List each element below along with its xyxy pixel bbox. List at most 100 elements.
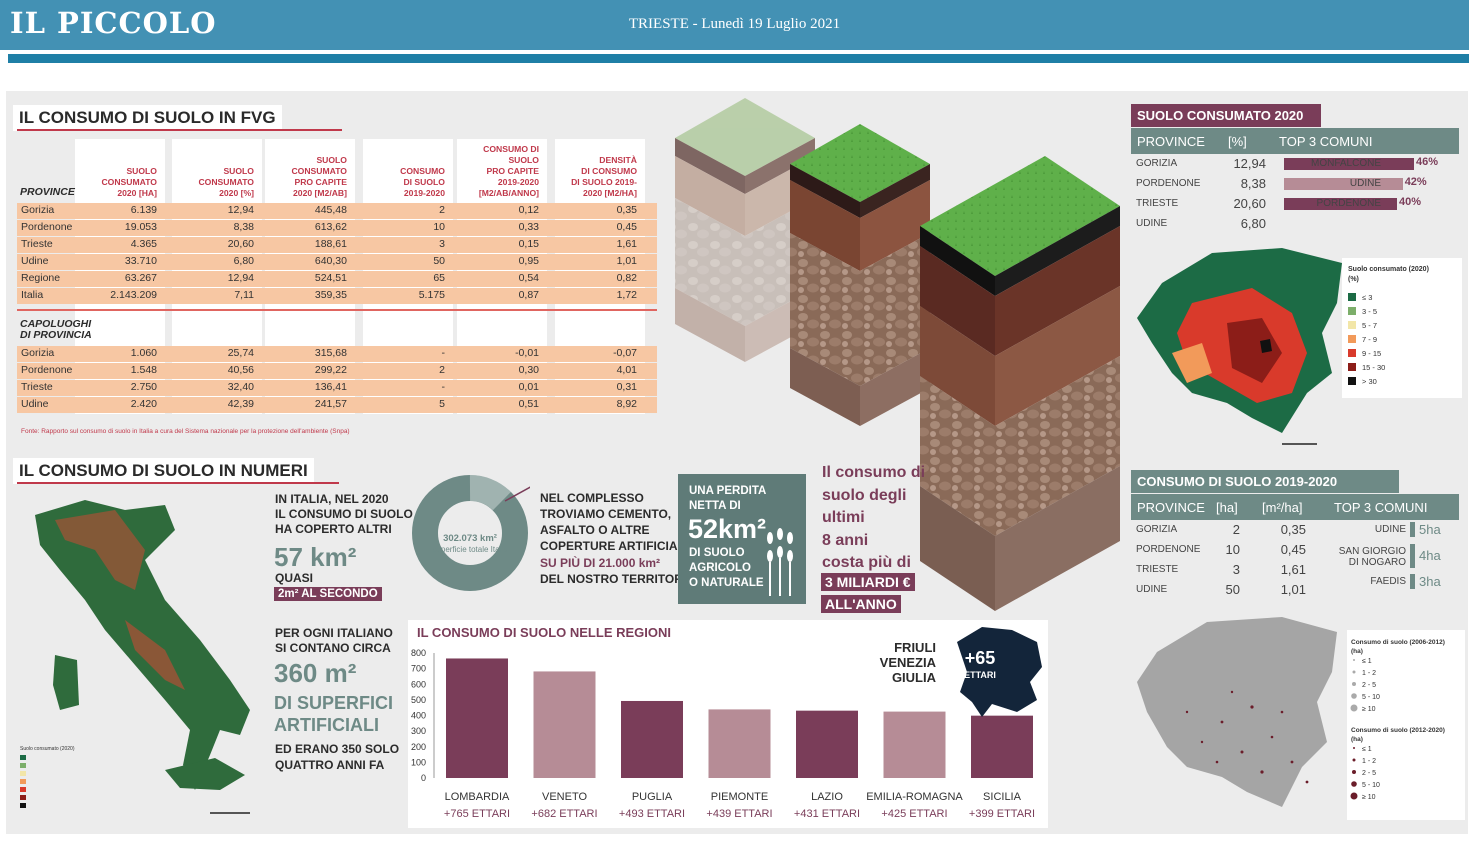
bar-category-label: EMILIA-ROMAGNA xyxy=(866,791,963,803)
table-column-header: DENSITÀ DI CONSUMO DI SUOLO 2019- 2020 [… xyxy=(571,155,637,198)
table-row: Pordenone 1.548 40,56 299,22 2 0,30 4,01 xyxy=(17,363,657,379)
bar-value-label: +439 ETTARI xyxy=(706,808,772,820)
province-value: 20,60 xyxy=(1233,196,1266,211)
table-cell: 0,95 xyxy=(518,255,539,267)
fvg-section-title: IL CONSUMO DI SUOLO IN FVG xyxy=(13,105,282,131)
fvg-source-note: Fonte: Rapporto sul consumo di suolo in … xyxy=(21,428,350,435)
y-tick-label: 700 xyxy=(411,664,426,674)
ha-value: 10 xyxy=(1225,542,1240,557)
row-label: Trieste xyxy=(21,238,53,250)
y-tick-label: 800 xyxy=(411,648,426,658)
suolo2020-h-pct: [%] xyxy=(1228,134,1247,149)
table-cell: 0,33 xyxy=(518,221,539,233)
table-cell: 2.143.209 xyxy=(110,289,157,301)
table-cell: 1.548 xyxy=(130,364,157,376)
table-cell: 19.053 xyxy=(124,221,157,233)
table-cell: 241,57 xyxy=(314,398,347,410)
table-cell: 20,60 xyxy=(227,238,254,250)
masthead-bar xyxy=(0,0,1469,50)
fvg-unit: ETTARI xyxy=(964,670,996,680)
province-value: 12,94 xyxy=(1233,156,1266,171)
title-rule xyxy=(17,129,342,131)
table-cell: 640,30 xyxy=(314,255,347,267)
legend-dot xyxy=(1350,704,1358,712)
legend-label: ≤ 1 xyxy=(1362,746,1372,753)
table-cell: 4.365 xyxy=(130,238,157,250)
suolo2020-header-bar xyxy=(1131,128,1459,154)
table-cell: 12,94 xyxy=(227,204,254,216)
table-cell: 524,51 xyxy=(314,272,347,284)
numeri-section-title: IL CONSUMO DI SUOLO IN NUMERI xyxy=(13,458,314,484)
legend-swatch xyxy=(1348,335,1356,343)
row-label: Udine xyxy=(21,398,49,410)
title-rule xyxy=(17,482,339,484)
fvg-map-legend: Suolo consumato (2020) (%) ≤ 3 3 - 5 5 - 7 7 … xyxy=(1348,266,1429,386)
bar-value-label: +493 ETTARI xyxy=(619,808,685,820)
fvg-table: PROVINCE SUOLO CONSUMATO 2020 [HA] SUOLO … xyxy=(17,139,657,424)
table-row: Gorizia 1.060 25,74 315,68 - -0,01 -0,07 xyxy=(17,346,657,362)
legend-label: 2 - 5 xyxy=(1362,770,1376,777)
legend-dot xyxy=(1351,693,1357,699)
bar xyxy=(883,711,946,778)
big-360m: 360 m² xyxy=(274,658,357,688)
soil-column-right xyxy=(920,156,1120,611)
table-cell: 50 xyxy=(433,255,445,267)
change-legend-title-1: Consumo di suolo (2006-2012) (ha) xyxy=(1351,639,1445,655)
row-label: Trieste xyxy=(21,381,53,393)
legend-label: 2 - 5 xyxy=(1362,682,1376,689)
bar-value-label: +399 ETTARI xyxy=(969,808,1035,820)
top-comune-bar xyxy=(1284,198,1398,210)
legend-title-line: (%) xyxy=(1348,276,1359,283)
table-cell: 2 xyxy=(439,204,445,216)
row-label: Gorizia xyxy=(21,204,55,216)
table-column-header: SUOLO CONSUMATO 2020 [HA] xyxy=(101,166,157,198)
bar-category-label: LAZIO xyxy=(811,791,843,803)
legend-label: 1 - 2 xyxy=(1362,670,1376,677)
legend-dot xyxy=(1352,758,1356,762)
legend-label: 7 - 9 xyxy=(1362,335,1377,344)
fvg-soil-map: Suolo consumato (2020) (%) ≤ 3 3 - 5 5 - 7 7 … xyxy=(1137,248,1462,445)
top-comune-name: SAN GIORGIO DI NOGARO xyxy=(1338,546,1406,568)
table-cell: 136,41 xyxy=(314,381,347,393)
top-comune-bar xyxy=(1410,544,1415,568)
table-cell: 63.267 xyxy=(124,272,157,284)
change-map-legend: Consumo di suolo (2006-2012) (ha) Consumo… xyxy=(1351,639,1445,743)
bar-category-label: PUGLIA xyxy=(632,791,673,803)
wheat-icon xyxy=(767,528,793,596)
table-cell: 2.420 xyxy=(130,398,157,410)
regions-bar-chart: 800 700 600 500 400 300 200 100 0 LOMBARDIA +765 E… xyxy=(411,648,1035,820)
loss-value: 52km² xyxy=(688,514,767,544)
table-cell: - xyxy=(441,347,446,359)
table-cell: 0,31 xyxy=(616,381,637,393)
table-cell: 1.060 xyxy=(130,347,157,359)
italy-scale-bar xyxy=(210,812,250,814)
top-comune-value: 3ha xyxy=(1419,574,1441,589)
consumo1920-header-bar xyxy=(1131,494,1459,520)
province-name: UDINE xyxy=(1136,218,1168,229)
table-cell: 299,22 xyxy=(314,364,347,376)
province-name: GORIZIA xyxy=(1136,158,1178,169)
bar-value-label: +765 ETTARI xyxy=(444,808,510,820)
legend-dot xyxy=(1352,770,1356,774)
suolo2020-title: SUOLO CONSUMATO 2020 xyxy=(1131,104,1321,127)
loss-label: UNA PERDITA NETTA DI xyxy=(689,485,767,512)
bar-category-label: SICILIA xyxy=(983,791,1022,803)
y-tick-label: 300 xyxy=(411,726,426,736)
soil-layers-illustration xyxy=(675,98,1120,611)
table-cell: 8,92 xyxy=(616,398,637,410)
legend-dot xyxy=(1350,792,1358,800)
table-cell: 0,01 xyxy=(518,381,539,393)
donut-chart xyxy=(412,475,530,591)
table-cell: -0,01 xyxy=(515,347,539,359)
ha-value: 50 xyxy=(1225,582,1240,597)
province-name: UDINE xyxy=(1136,584,1168,595)
top-comune-value: 4ha xyxy=(1419,548,1441,563)
legend-dot xyxy=(1353,659,1355,661)
table-column-header: CONSUMO DI SUOLO 2019-2020 xyxy=(400,166,445,198)
per-italiano-text: PER OGNI ITALIANO SI CONTANO CIRCA xyxy=(275,626,393,655)
table-cell: 7,11 xyxy=(234,289,254,301)
table-cell: 0,54 xyxy=(518,272,539,284)
top-comune-name: UDINE xyxy=(1374,524,1406,535)
donut-label: superficie totale Italia xyxy=(432,545,508,554)
italy-map: Suolo consumato (2020) xyxy=(20,500,250,814)
